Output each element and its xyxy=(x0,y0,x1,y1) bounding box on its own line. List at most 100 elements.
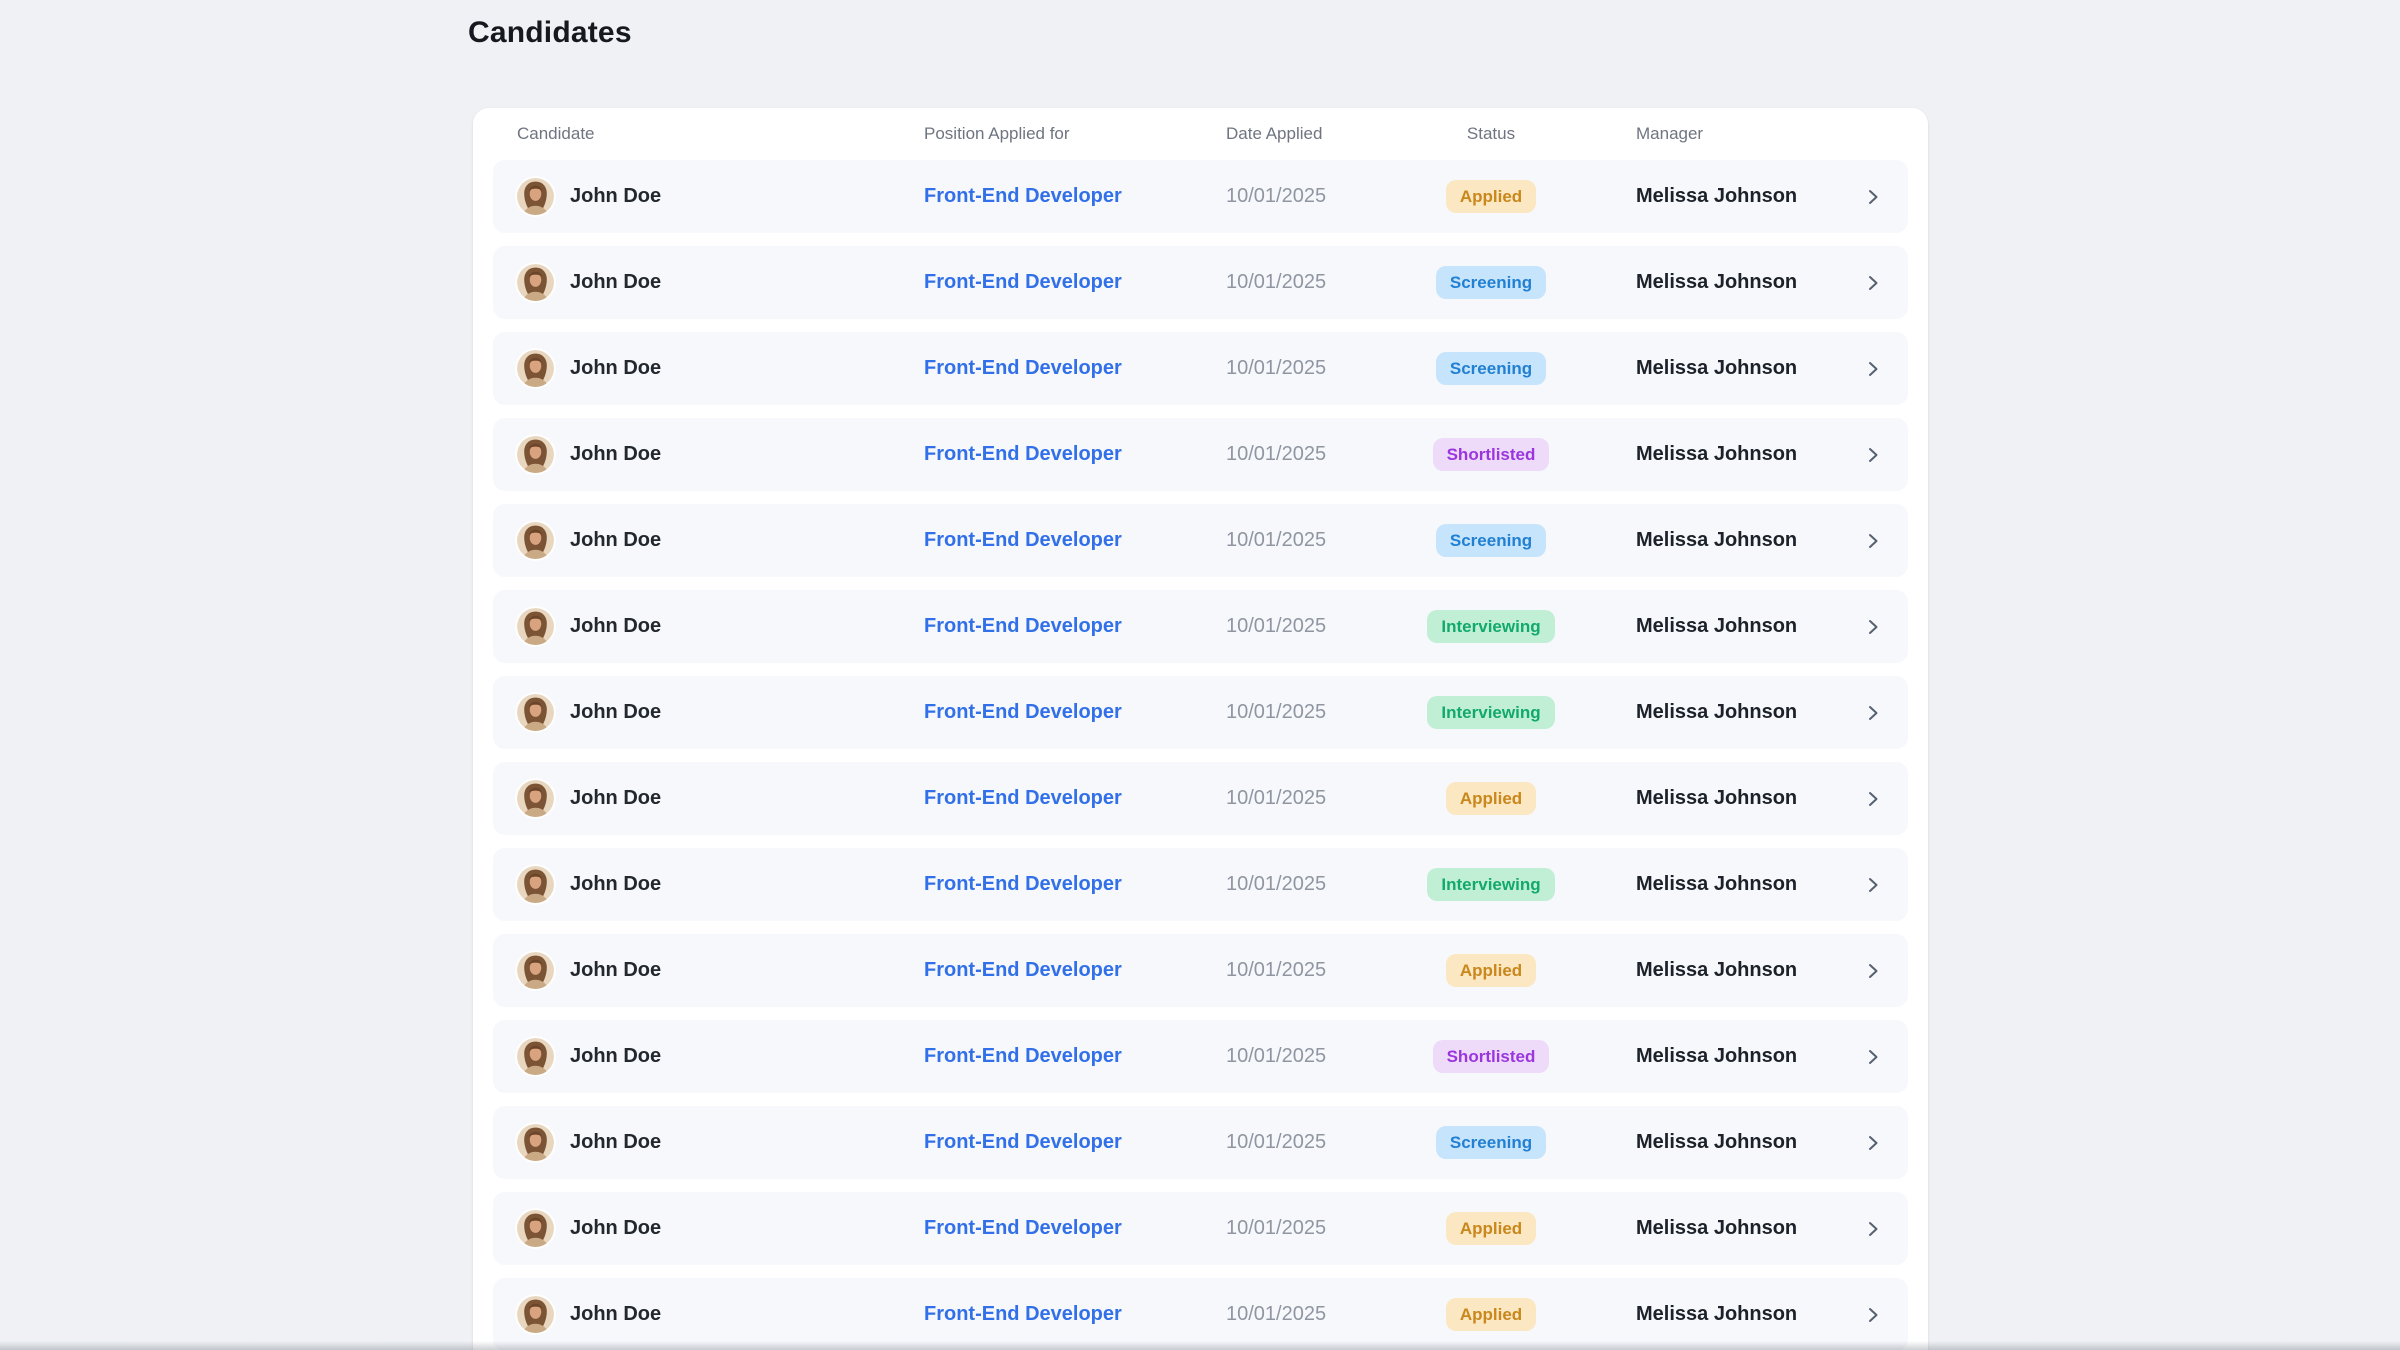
date-applied: 10/01/2025 xyxy=(1226,701,1327,723)
row-action[interactable] xyxy=(1854,702,1884,724)
row-action[interactable] xyxy=(1854,616,1884,638)
avatar xyxy=(517,350,554,387)
table-row[interactable]: John Doe Front-End Developer 10/01/2025 … xyxy=(493,504,1908,577)
position-link[interactable]: Front-End Developer xyxy=(924,959,1122,981)
chevron-right-icon xyxy=(1869,877,1878,892)
avatar xyxy=(517,1296,554,1333)
row-action[interactable] xyxy=(1854,358,1884,380)
position-link[interactable]: Front-End Developer xyxy=(924,185,1122,207)
row-action[interactable] xyxy=(1854,272,1884,294)
position-link[interactable]: Front-End Developer xyxy=(924,1131,1122,1153)
status-badge: Interviewing xyxy=(1427,868,1555,901)
table-row[interactable]: John Doe Front-End Developer 10/01/2025 … xyxy=(493,1106,1908,1179)
chevron-right-icon xyxy=(1869,447,1878,462)
table-row[interactable]: John Doe Front-End Developer 10/01/2025 … xyxy=(493,160,1908,233)
status-cell: Applied xyxy=(1406,1298,1576,1331)
avatar xyxy=(517,1124,554,1161)
table-row[interactable]: John Doe Front-End Developer 10/01/2025 … xyxy=(493,762,1908,835)
status-cell: Interviewing xyxy=(1406,868,1576,901)
candidate-name: John Doe xyxy=(570,701,662,723)
candidate-cell: John Doe xyxy=(517,608,924,645)
status-badge: Applied xyxy=(1445,782,1537,815)
position-link[interactable]: Front-End Developer xyxy=(924,529,1122,551)
table-row[interactable]: John Doe Front-End Developer 10/01/2025 … xyxy=(493,676,1908,749)
table-row[interactable]: John Doe Front-End Developer 10/01/2025 … xyxy=(493,934,1908,1007)
status-cell: Interviewing xyxy=(1406,696,1576,729)
candidate-name: John Doe xyxy=(570,185,662,207)
table-row[interactable]: John Doe Front-End Developer 10/01/2025 … xyxy=(493,332,1908,405)
candidates-table-card: Candidate Position Applied for Date Appl… xyxy=(473,108,1928,1350)
table-row[interactable]: John Doe Front-End Developer 10/01/2025 … xyxy=(493,1020,1908,1093)
candidate-name: John Doe xyxy=(570,1217,662,1239)
position-link[interactable]: Front-End Developer xyxy=(924,271,1122,293)
table-row[interactable]: John Doe Front-End Developer 10/01/2025 … xyxy=(493,848,1908,921)
row-action[interactable] xyxy=(1854,186,1884,208)
status-cell: Applied xyxy=(1406,1212,1576,1245)
position-link[interactable]: Front-End Developer xyxy=(924,357,1122,379)
table-row[interactable]: John Doe Front-End Developer 10/01/2025 … xyxy=(493,418,1908,491)
row-action[interactable] xyxy=(1854,444,1884,466)
table-row[interactable]: John Doe Front-End Developer 10/01/2025 … xyxy=(493,246,1908,319)
manager-name: Melissa Johnson xyxy=(1636,443,1798,465)
table-row[interactable]: John Doe Front-End Developer 10/01/2025 … xyxy=(493,590,1908,663)
row-action[interactable] xyxy=(1854,1218,1884,1240)
candidate-name: John Doe xyxy=(570,443,662,465)
candidate-name: John Doe xyxy=(570,529,662,551)
chevron-right-icon xyxy=(1869,619,1878,634)
position-link[interactable]: Front-End Developer xyxy=(924,1303,1122,1325)
date-applied: 10/01/2025 xyxy=(1226,615,1327,637)
chevron-right-icon xyxy=(1869,189,1878,204)
avatar xyxy=(517,866,554,903)
manager-name: Melissa Johnson xyxy=(1636,1217,1798,1239)
candidate-cell: John Doe xyxy=(517,866,924,903)
manager-name: Melissa Johnson xyxy=(1636,529,1798,551)
chevron-right-icon xyxy=(1869,1307,1878,1322)
position-link[interactable]: Front-End Developer xyxy=(924,787,1122,809)
status-badge: Shortlisted xyxy=(1432,438,1550,471)
row-action[interactable] xyxy=(1854,1304,1884,1326)
chevron-right-icon xyxy=(1869,361,1878,376)
manager-name: Melissa Johnson xyxy=(1636,185,1798,207)
column-header-candidate: Candidate xyxy=(517,124,595,143)
manager-name: Melissa Johnson xyxy=(1636,357,1798,379)
date-applied: 10/01/2025 xyxy=(1226,185,1327,207)
date-applied: 10/01/2025 xyxy=(1226,1131,1327,1153)
candidate-cell: John Doe xyxy=(517,350,924,387)
candidate-name: John Doe xyxy=(570,1045,662,1067)
position-link[interactable]: Front-End Developer xyxy=(924,873,1122,895)
candidate-cell: John Doe xyxy=(517,694,924,731)
row-action[interactable] xyxy=(1854,1132,1884,1154)
status-badge: Applied xyxy=(1445,180,1537,213)
row-action[interactable] xyxy=(1854,530,1884,552)
position-link[interactable]: Front-End Developer xyxy=(924,1217,1122,1239)
position-link[interactable]: Front-End Developer xyxy=(924,1045,1122,1067)
status-cell: Screening xyxy=(1406,266,1576,299)
row-action[interactable] xyxy=(1854,960,1884,982)
position-link[interactable]: Front-End Developer xyxy=(924,443,1122,465)
row-action[interactable] xyxy=(1854,788,1884,810)
manager-name: Melissa Johnson xyxy=(1636,1045,1798,1067)
date-applied: 10/01/2025 xyxy=(1226,1303,1327,1325)
avatar xyxy=(517,952,554,989)
date-applied: 10/01/2025 xyxy=(1226,443,1327,465)
date-applied: 10/01/2025 xyxy=(1226,959,1327,981)
row-action[interactable] xyxy=(1854,1046,1884,1068)
table-body: John Doe Front-End Developer 10/01/2025 … xyxy=(493,160,1908,1350)
date-applied: 10/01/2025 xyxy=(1226,873,1327,895)
avatar xyxy=(517,436,554,473)
position-link[interactable]: Front-End Developer xyxy=(924,615,1122,637)
column-header-status: Status xyxy=(1466,124,1516,143)
status-badge: Screening xyxy=(1435,1126,1547,1159)
avatar xyxy=(517,178,554,215)
status-badge: Screening xyxy=(1435,352,1547,385)
table-row[interactable]: John Doe Front-End Developer 10/01/2025 … xyxy=(493,1192,1908,1265)
table-row[interactable]: John Doe Front-End Developer 10/01/2025 … xyxy=(493,1278,1908,1350)
row-action[interactable] xyxy=(1854,874,1884,896)
position-link[interactable]: Front-End Developer xyxy=(924,701,1122,723)
manager-name: Melissa Johnson xyxy=(1636,1303,1798,1325)
candidate-name: John Doe xyxy=(570,615,662,637)
avatar xyxy=(517,264,554,301)
candidate-name: John Doe xyxy=(570,357,662,379)
manager-name: Melissa Johnson xyxy=(1636,701,1798,723)
